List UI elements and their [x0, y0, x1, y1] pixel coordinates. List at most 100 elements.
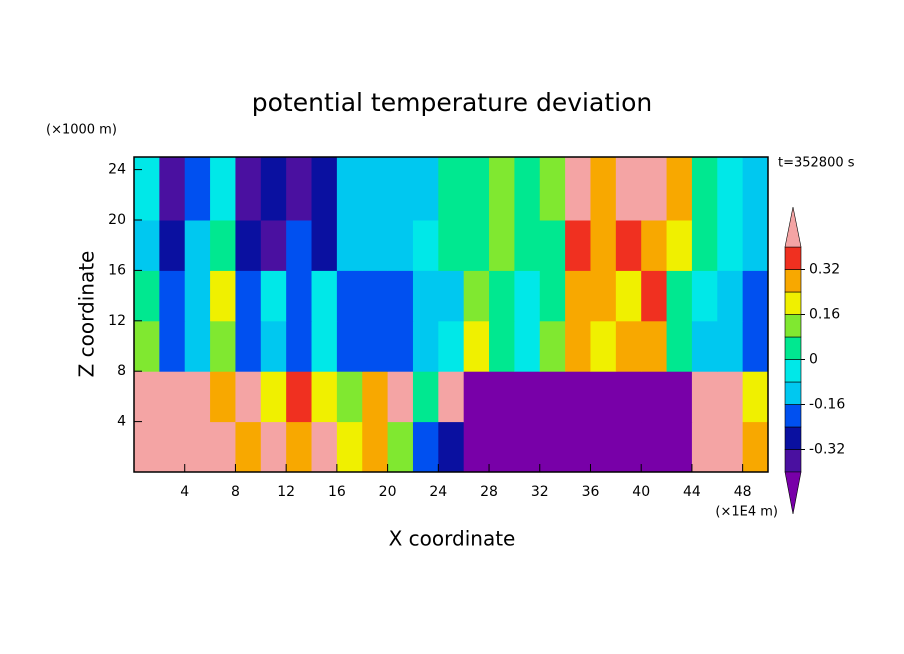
field-cell	[159, 270, 186, 322]
field-cell	[514, 220, 541, 271]
field-cell	[514, 421, 541, 473]
field-cell	[235, 320, 262, 372]
field-cell	[742, 320, 769, 372]
field-cell	[666, 220, 693, 271]
field-cell	[387, 421, 414, 473]
y-tick-label: 20	[108, 212, 126, 228]
field-cell	[742, 157, 769, 221]
field-cell	[362, 320, 389, 372]
colorbar-bottom-arrow	[784, 471, 802, 515]
colorbar-top-arrow	[784, 206, 802, 248]
field-cell	[362, 220, 389, 271]
field-cell	[489, 421, 515, 473]
y-tick-label: 4	[117, 414, 126, 430]
field-cell	[260, 157, 287, 221]
field-cell	[210, 371, 236, 423]
x-tick-label: 48	[734, 484, 752, 500]
field-cell	[311, 421, 338, 473]
field-cell	[641, 421, 668, 473]
colorbar-box	[784, 336, 802, 360]
field-cell	[412, 421, 439, 473]
field-cell	[641, 371, 668, 423]
field-cell	[387, 220, 414, 271]
field-cell	[438, 220, 465, 271]
colorbar-box	[784, 449, 802, 473]
colorbar-box	[784, 359, 802, 383]
x-tick-label: 12	[277, 484, 295, 500]
colorbar-tick-label: 0.16	[809, 307, 840, 323]
field-cell	[641, 270, 668, 322]
field-cell	[438, 270, 465, 322]
field-cell	[336, 320, 363, 372]
field-cell	[235, 371, 262, 423]
plot-frame	[133, 156, 769, 473]
field-cell	[184, 421, 211, 473]
field-cell	[691, 220, 718, 271]
field-cell	[387, 270, 414, 322]
field-cell	[666, 371, 693, 423]
colorbar-box	[784, 269, 802, 293]
field-cell	[565, 220, 591, 271]
field-cell	[514, 371, 541, 423]
field-cell	[666, 157, 693, 221]
field-cell	[438, 320, 465, 372]
x-tick-label: 28	[480, 484, 498, 500]
x-tick-label: 24	[429, 484, 447, 500]
field-cell	[362, 157, 389, 221]
field-cell	[489, 270, 515, 322]
x-tick-label: 32	[531, 484, 549, 500]
field-cell	[615, 421, 642, 473]
field-cell	[412, 157, 439, 221]
field-cell	[565, 157, 591, 221]
y-unit: (×1000 m)	[46, 123, 117, 138]
field-cell	[387, 371, 414, 423]
field-cell	[666, 421, 693, 473]
field-cell	[235, 421, 262, 473]
field-cell	[362, 371, 389, 423]
field-cell	[489, 220, 515, 271]
field-cell	[514, 270, 541, 322]
field-cell	[742, 270, 769, 322]
field-cell	[615, 157, 642, 221]
field-cell	[742, 220, 769, 271]
field-cell	[590, 421, 617, 473]
field-cell	[565, 371, 591, 423]
field-cell	[210, 270, 236, 322]
x-tick-label: 20	[379, 484, 397, 500]
field-cell	[742, 371, 769, 423]
field-cell	[210, 157, 236, 221]
field-cell	[590, 157, 617, 221]
field-cell	[489, 320, 515, 372]
colorbar-box	[784, 291, 802, 315]
x-tick-label: 44	[683, 484, 701, 500]
field-cell	[463, 371, 490, 423]
field-cell	[184, 320, 211, 372]
field-cell	[286, 220, 313, 271]
y-tick-label: 24	[108, 162, 126, 178]
y-tick-label: 8	[117, 363, 126, 379]
field-cell	[438, 371, 465, 423]
field-cell	[641, 320, 668, 372]
field-cell	[539, 270, 566, 322]
field-cell	[134, 270, 160, 322]
field-cell	[412, 371, 439, 423]
field-cell	[286, 421, 313, 473]
field-cell	[514, 320, 541, 372]
chart-title: potential temperature deviation	[252, 88, 652, 117]
field-cell	[184, 270, 211, 322]
field-cell	[463, 220, 490, 271]
field-cell	[641, 220, 668, 271]
field-cell	[336, 220, 363, 271]
field-cell	[463, 270, 490, 322]
field-cell	[463, 157, 490, 221]
field-cell	[134, 421, 160, 473]
field-cell	[362, 270, 389, 322]
field-cell	[286, 371, 313, 423]
field-cell	[184, 157, 211, 221]
y-tick-label: 16	[108, 262, 126, 278]
field-cell	[159, 157, 186, 221]
colorbar-box	[784, 381, 802, 405]
field-cell	[412, 220, 439, 271]
field-cell	[184, 220, 211, 271]
